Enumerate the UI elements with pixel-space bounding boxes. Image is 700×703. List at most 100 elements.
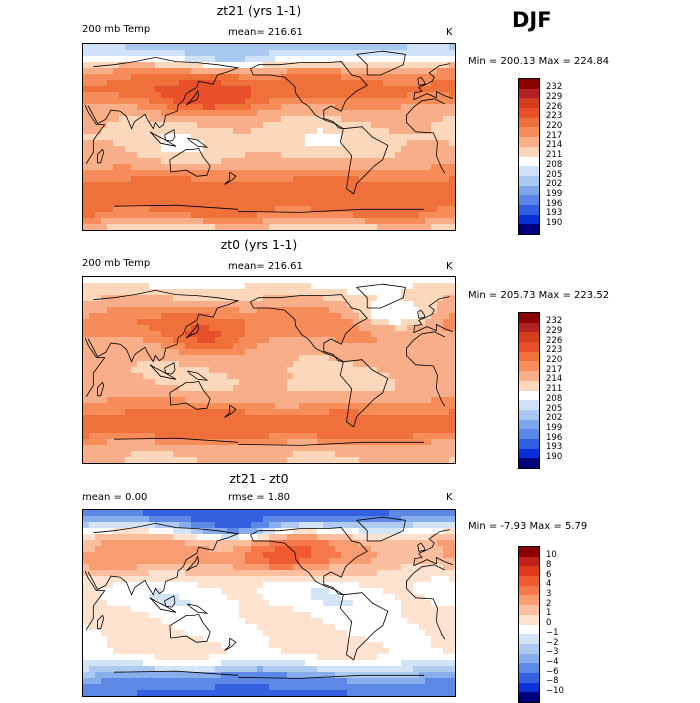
contour-cell — [371, 289, 378, 296]
contour-cell — [245, 44, 252, 51]
contour-cell — [413, 224, 420, 230]
contour-cell — [119, 98, 126, 105]
contour-cell — [221, 349, 228, 356]
contour-cell — [449, 140, 455, 147]
colorbar-swatch — [519, 98, 539, 108]
contour-cell — [197, 283, 204, 290]
contour-cell — [113, 516, 120, 523]
contour-cell — [443, 74, 450, 81]
contour-cell — [443, 313, 450, 320]
contour-cell — [95, 510, 102, 517]
contour-cell — [89, 68, 96, 75]
contour-cell — [95, 313, 102, 320]
contour-cell — [395, 576, 402, 583]
contour-cell — [131, 552, 138, 559]
contour-cell — [347, 116, 354, 123]
contour-cell — [377, 367, 384, 374]
contour-cell — [203, 277, 210, 284]
contour-cell — [191, 152, 198, 159]
contour-cell — [95, 421, 102, 428]
contour-cell — [191, 594, 198, 601]
contour-cell — [323, 331, 330, 338]
contour-cell — [281, 421, 288, 428]
contour-cell — [113, 301, 120, 308]
contour-cell — [401, 152, 408, 159]
contour-cell — [155, 397, 162, 404]
contour-cell — [83, 451, 90, 458]
contour-cell — [257, 355, 264, 362]
contour-cell — [185, 367, 192, 374]
panel2-unit: K — [446, 261, 453, 272]
contour-cell — [329, 98, 336, 105]
contour-cell — [173, 206, 180, 213]
contour-cell — [89, 50, 96, 57]
contour-cell — [221, 200, 228, 207]
contour-cell — [251, 385, 258, 392]
contour-cell — [215, 439, 222, 446]
contour-cell — [395, 277, 402, 284]
contour-cell — [347, 92, 354, 99]
contour-cell — [413, 128, 420, 135]
contour-cell — [395, 397, 402, 404]
contour-cell — [149, 385, 156, 392]
contour-cell — [119, 68, 126, 75]
contour-cell — [215, 319, 222, 326]
contour-cell — [419, 56, 426, 63]
contour-cell — [137, 62, 144, 69]
contour-cell — [83, 224, 90, 230]
contour-cell — [437, 361, 444, 368]
contour-cell — [131, 68, 138, 75]
contour-cell — [143, 606, 150, 613]
contour-cell — [383, 277, 390, 284]
contour-cell — [293, 331, 300, 338]
contour-cell — [371, 373, 378, 380]
contour-cell — [149, 552, 156, 559]
contour-cell — [203, 50, 210, 57]
contour-cell — [407, 277, 414, 284]
contour-cell — [155, 176, 162, 183]
contour-cell — [425, 564, 432, 571]
contour-cell — [113, 152, 120, 159]
contour-cell — [179, 337, 186, 344]
contour-cell — [107, 218, 114, 225]
contour-cell — [203, 331, 210, 338]
contour-cell — [437, 379, 444, 386]
contour-cell — [197, 409, 204, 416]
contour-cell — [89, 600, 96, 607]
contour-cell — [119, 194, 126, 201]
contour-cell — [137, 361, 144, 368]
contour-cell — [359, 194, 366, 201]
panel2-mean-label: mean= 216.61 — [228, 261, 303, 272]
contour-cell — [251, 552, 258, 559]
contour-cell — [317, 212, 324, 219]
contour-cell — [113, 385, 120, 392]
contour-cell — [203, 325, 210, 332]
contour-cell — [443, 379, 450, 386]
contour-cell — [383, 92, 390, 99]
contour-cell — [83, 421, 90, 428]
contour-cell — [251, 522, 258, 529]
contour-cell — [305, 289, 312, 296]
contour-cell — [449, 522, 455, 529]
contour-cell — [131, 558, 138, 565]
contour-cell — [335, 510, 342, 517]
contour-cell — [119, 582, 126, 589]
contour-cell — [365, 44, 372, 51]
contour-cell — [329, 325, 336, 332]
contour-cell — [311, 194, 318, 201]
contour-cell — [167, 367, 174, 374]
contour-cell — [185, 516, 192, 523]
contour-cell — [131, 164, 138, 171]
contour-cell — [83, 564, 90, 571]
contour-cell — [269, 62, 276, 69]
contour-cell — [101, 433, 108, 440]
contour-cell — [359, 409, 366, 416]
contour-cell — [359, 600, 366, 607]
contour-cell — [419, 373, 426, 380]
contour-cell — [161, 301, 168, 308]
contour-cell — [419, 534, 426, 541]
contour-cell — [215, 570, 222, 577]
contour-cell — [191, 361, 198, 368]
contour-cell — [395, 349, 402, 356]
contour-cell — [245, 421, 252, 428]
